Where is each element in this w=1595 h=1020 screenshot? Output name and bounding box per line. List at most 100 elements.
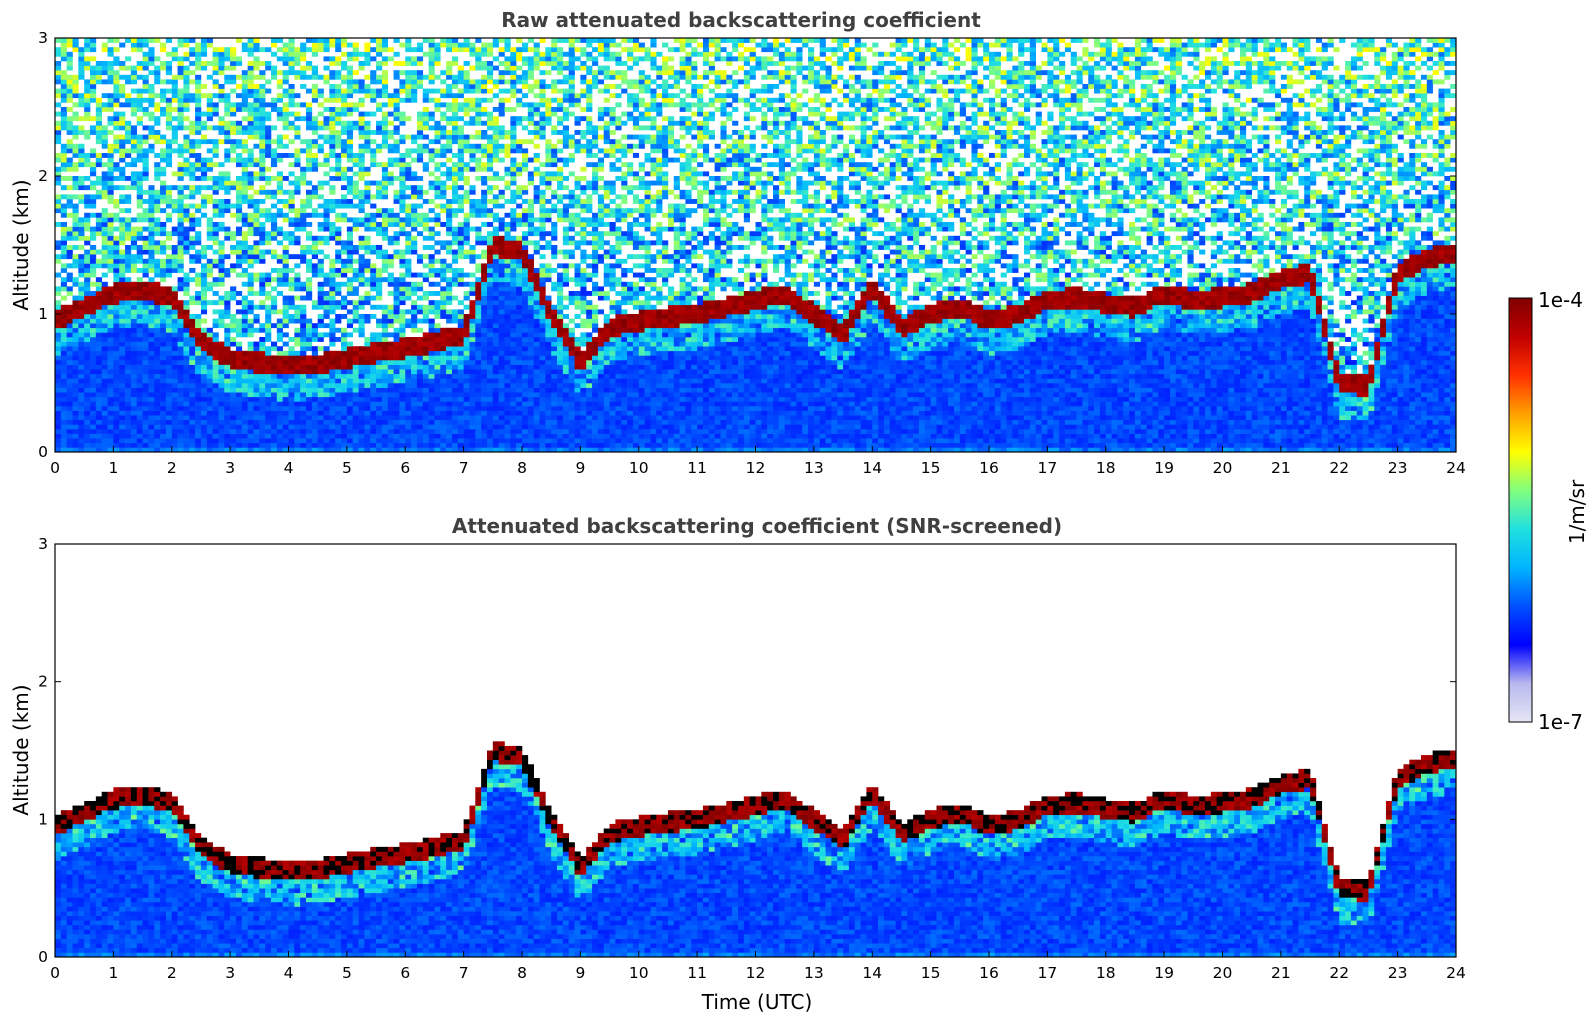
heatmap-cell xyxy=(78,70,84,75)
heatmap-cell xyxy=(119,135,125,140)
heatmap-cell xyxy=(137,213,143,218)
heatmap-cell xyxy=(148,374,154,379)
heatmap-cell xyxy=(55,337,61,342)
heatmap-cell xyxy=(61,369,67,374)
heatmap-cell xyxy=(125,434,131,439)
heatmap-cell xyxy=(90,162,96,167)
heatmap-cell xyxy=(131,346,137,351)
heatmap-cell xyxy=(96,79,102,84)
heatmap-cell xyxy=(143,259,149,264)
heatmap-cell xyxy=(96,130,102,135)
heatmap-cell xyxy=(73,231,79,236)
heatmap-cell xyxy=(137,107,143,112)
heatmap-cell xyxy=(125,337,131,342)
heatmap-cell xyxy=(102,337,108,342)
heatmap-cell xyxy=(73,305,79,310)
heatmap-cell xyxy=(113,328,119,333)
heatmap-cell xyxy=(108,240,114,245)
heatmap-cell xyxy=(55,332,61,337)
heatmap-cell xyxy=(113,38,119,43)
heatmap-cell xyxy=(154,397,160,402)
heatmap-cell xyxy=(84,204,90,209)
heatmap-cell xyxy=(143,89,149,94)
heatmap-cell xyxy=(131,259,137,264)
heatmap-cell xyxy=(119,139,125,144)
heatmap-cell xyxy=(90,227,96,232)
heatmap-cell xyxy=(119,342,125,347)
heatmap-cell xyxy=(113,411,119,416)
heatmap-cell xyxy=(96,70,102,75)
heatmap-cell xyxy=(113,121,119,126)
heatmap-cell xyxy=(67,176,73,181)
heatmap-cell xyxy=(102,296,108,301)
heatmap-cell xyxy=(154,429,160,434)
heatmap-cell xyxy=(143,66,149,71)
heatmap-cell xyxy=(113,98,119,103)
heatmap-cell xyxy=(84,135,90,140)
heatmap-cell xyxy=(84,185,90,190)
heatmap-cell xyxy=(131,236,137,241)
heatmap-cell xyxy=(137,351,143,356)
heatmap-cell xyxy=(137,171,143,176)
heatmap-cell xyxy=(78,144,84,149)
heatmap-cell xyxy=(61,254,67,259)
heatmap-cell xyxy=(78,125,84,130)
heatmap-cell xyxy=(61,420,67,425)
heatmap-cell xyxy=(55,93,61,98)
heatmap-cell xyxy=(125,374,131,379)
heatmap-cell xyxy=(113,346,119,351)
heatmap-cell xyxy=(67,319,73,324)
heatmap-cell xyxy=(102,392,108,397)
heatmap-cell xyxy=(67,204,73,209)
heatmap-cell xyxy=(154,346,160,351)
heatmap-cell xyxy=(96,309,102,314)
heatmap-cell xyxy=(73,245,79,250)
heatmap-cell xyxy=(148,282,154,287)
heatmap-cell xyxy=(96,153,102,158)
heatmap-cell xyxy=(90,254,96,259)
heatmap-cell xyxy=(148,383,154,388)
heatmap-cell xyxy=(73,130,79,135)
heatmap-cell xyxy=(90,401,96,406)
heatmap-cell xyxy=(125,121,131,126)
heatmap-cell xyxy=(96,277,102,282)
heatmap-cell xyxy=(108,171,114,176)
heatmap-cell xyxy=(61,144,67,149)
heatmap-cell xyxy=(102,254,108,259)
heatmap-cell xyxy=(154,282,160,287)
heatmap-cell xyxy=(125,378,131,383)
heatmap-cell xyxy=(67,411,73,416)
heatmap-cell xyxy=(119,43,125,48)
heatmap-cell xyxy=(96,181,102,186)
heatmap-cell xyxy=(84,332,90,337)
heatmap-cell xyxy=(102,420,108,425)
heatmap-cell xyxy=(96,194,102,199)
heatmap-cell xyxy=(84,323,90,328)
heatmap-cell xyxy=(102,70,108,75)
heatmap-cell xyxy=(84,300,90,305)
heatmap-cell xyxy=(143,319,149,324)
heatmap-cell xyxy=(55,70,61,75)
heatmap-cell xyxy=(119,231,125,236)
heatmap-cell xyxy=(90,332,96,337)
heatmap-cell xyxy=(143,217,149,222)
heatmap-cell xyxy=(119,282,125,287)
heatmap-cell xyxy=(73,314,79,319)
heatmap-cell xyxy=(143,420,149,425)
heatmap-cell xyxy=(96,443,102,448)
heatmap-cell xyxy=(55,194,61,199)
heatmap-cell xyxy=(143,332,149,337)
heatmap-cell xyxy=(108,434,114,439)
heatmap-cell xyxy=(61,286,67,291)
heatmap-cell xyxy=(119,383,125,388)
heatmap-cell xyxy=(108,199,114,204)
heatmap-cell xyxy=(78,259,84,264)
heatmap-cell xyxy=(67,227,73,232)
heatmap-cell xyxy=(55,254,61,259)
heatmap-cell xyxy=(102,429,108,434)
heatmap-cell xyxy=(96,415,102,420)
heatmap-cell xyxy=(90,204,96,209)
heatmap-cell xyxy=(131,434,137,439)
heatmap-cell xyxy=(119,148,125,153)
heatmap-raw xyxy=(55,38,1456,452)
